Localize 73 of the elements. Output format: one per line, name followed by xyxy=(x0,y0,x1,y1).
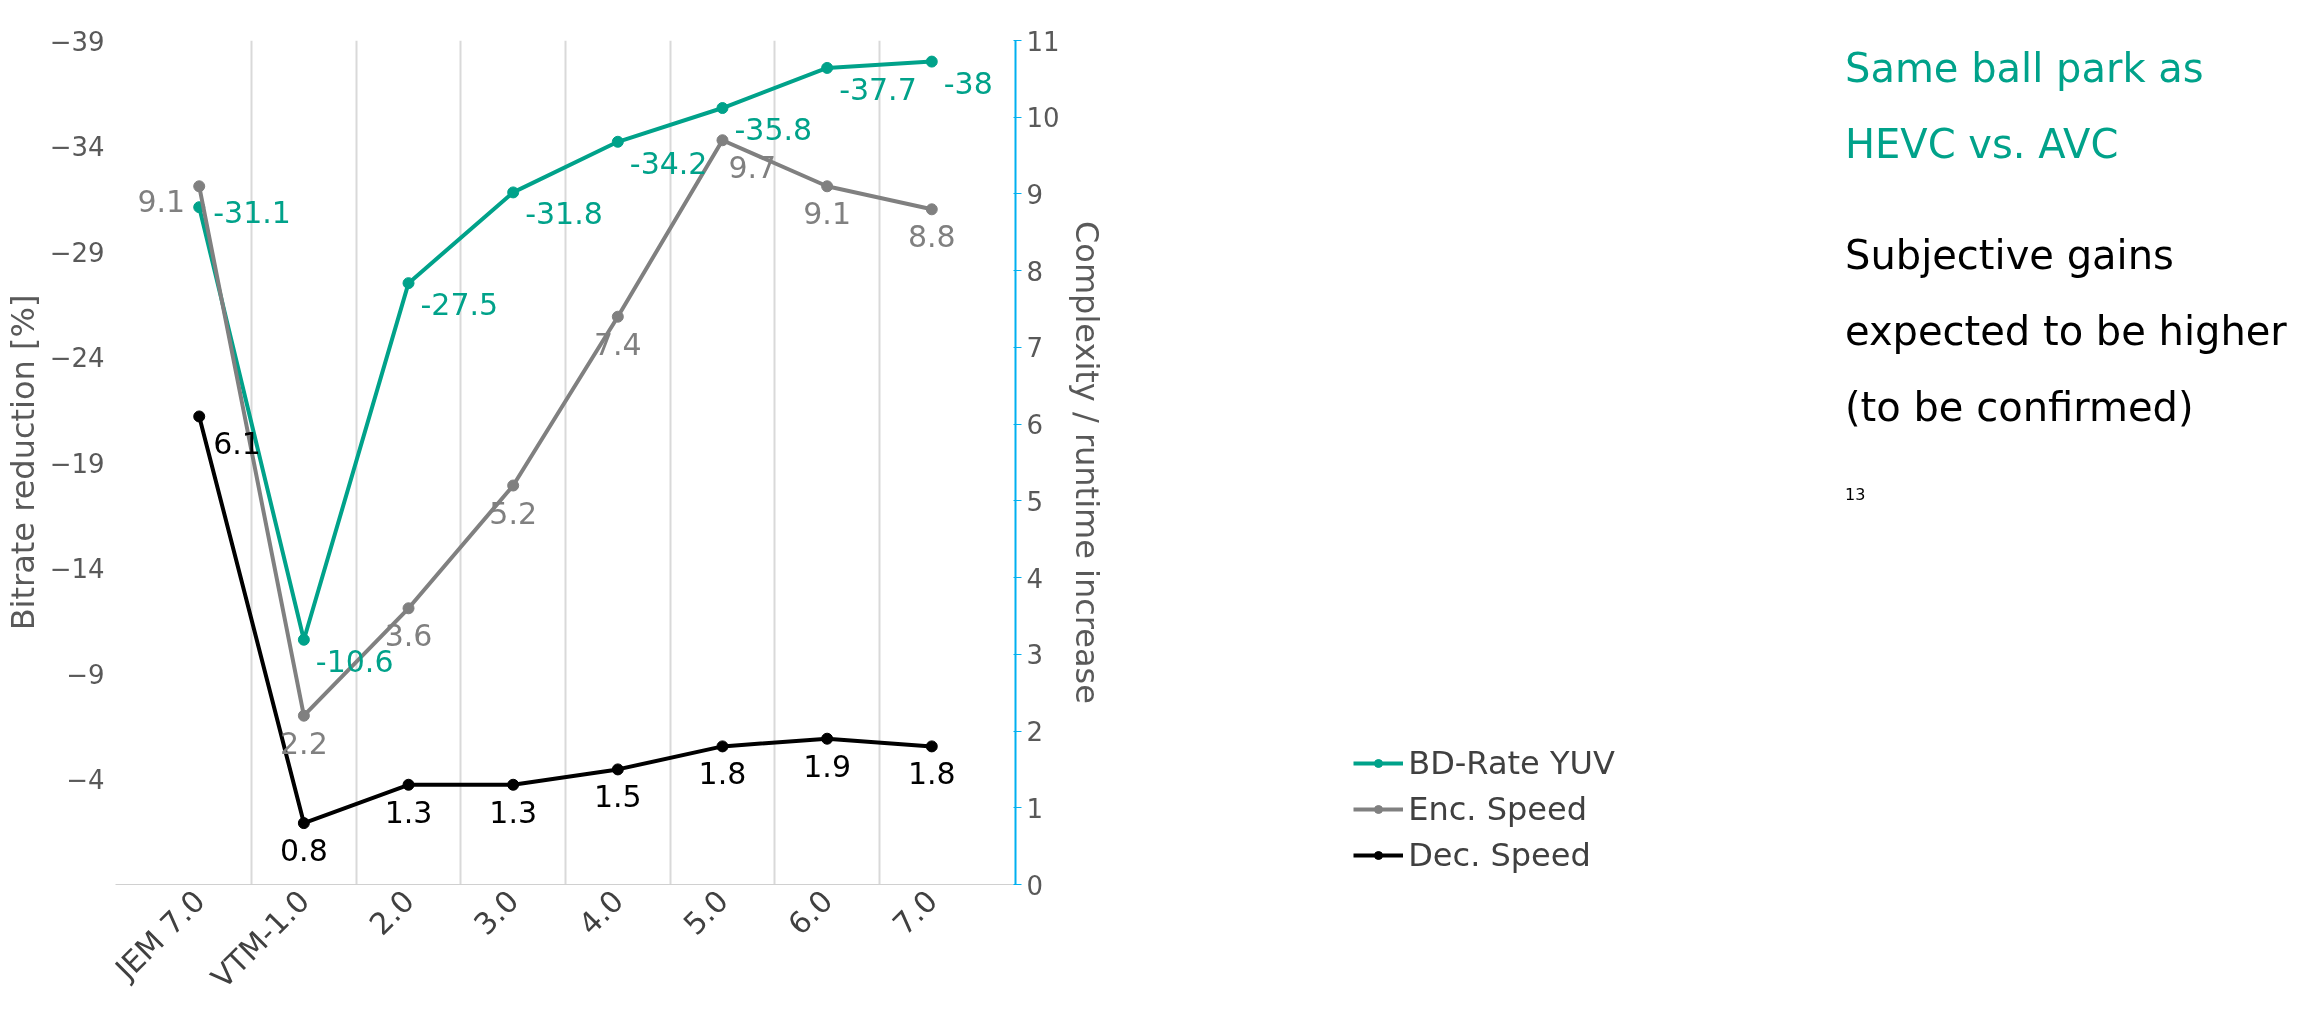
point xyxy=(297,709,310,722)
y2-tick-label: 7 xyxy=(1026,333,1044,364)
point xyxy=(402,602,415,615)
point xyxy=(821,180,834,193)
x-tick-label: 6.0 xyxy=(781,883,840,942)
y-tick-label: −39 xyxy=(49,26,105,57)
y2-tick-label: 6 xyxy=(1026,410,1044,441)
y2-tick-label: 11 xyxy=(1026,26,1060,57)
data-label: 1.3 xyxy=(384,794,433,830)
y-tick-label: −19 xyxy=(49,448,105,479)
y2-tick-label: 8 xyxy=(1026,256,1044,287)
point xyxy=(925,740,938,753)
data-label: -34.2 xyxy=(629,145,708,181)
y-tick-label: −34 xyxy=(49,132,105,162)
y-tick-label: −4 xyxy=(66,765,105,795)
y-axis-title: Bitrate reduction [%] xyxy=(3,294,42,631)
y-tick-label: −14 xyxy=(49,554,105,584)
y-tick-label: −29 xyxy=(49,237,105,268)
data-label: 1.5 xyxy=(593,779,642,815)
y2-axis-title: Complexity / runtime increase xyxy=(1067,221,1106,704)
data-label: 1.8 xyxy=(698,756,747,792)
point xyxy=(193,410,206,423)
point xyxy=(611,310,624,323)
y-tick-label: −24 xyxy=(49,343,105,373)
text: Subjective gains expected to be higher (to be confirmed) xyxy=(1845,231,2288,432)
y2-tick-label: 1 xyxy=(1026,793,1044,824)
point xyxy=(402,778,415,791)
data-label: 9.1 xyxy=(803,196,851,232)
x-tick-label: 5.0 xyxy=(676,883,735,942)
data-label: -27.5 xyxy=(420,287,499,323)
x-tick-label: 3.0 xyxy=(467,883,526,942)
point xyxy=(716,102,729,115)
legend-label: Dec. Speed xyxy=(1408,836,1591,874)
y2-tick-label: 3 xyxy=(1026,640,1044,671)
data-label: 0.8 xyxy=(280,833,328,869)
data-label: 1.3 xyxy=(489,794,538,830)
y2-tick-label: 0 xyxy=(1026,870,1044,901)
text: 13 xyxy=(1845,484,1866,506)
y-tick-label: −9 xyxy=(66,659,105,690)
point xyxy=(507,778,520,791)
legend-label: BD-Rate YUV xyxy=(1408,744,1615,782)
y2-tick-label: 4 xyxy=(1026,563,1044,594)
point xyxy=(611,135,624,148)
y2-tick-label: 2 xyxy=(1026,717,1044,748)
point xyxy=(402,277,415,290)
point xyxy=(821,61,834,74)
point xyxy=(507,479,520,492)
text: Same ball park as HEVC vs. AVC xyxy=(1845,44,2205,169)
data-label: 9.1 xyxy=(137,184,186,220)
data-label: -31.1 xyxy=(213,195,291,231)
x-tick-label: 7.0 xyxy=(885,883,945,942)
data-label: 1.8 xyxy=(907,756,956,792)
legend-label: Enc. Speed xyxy=(1408,790,1587,828)
y2-tick-label: 5 xyxy=(1026,486,1044,517)
data-label: -35.8 xyxy=(734,112,813,148)
x-tick-label: 4.0 xyxy=(571,883,631,942)
point xyxy=(925,55,938,68)
data-label: 1.9 xyxy=(803,748,851,784)
point xyxy=(716,134,729,147)
data-label: -37.7 xyxy=(839,71,917,107)
point xyxy=(507,186,520,199)
y2-tick-label: 10 xyxy=(1026,103,1060,134)
x-tick-label: 2.0 xyxy=(362,883,421,942)
point xyxy=(821,732,834,745)
point xyxy=(193,180,206,193)
point xyxy=(611,763,624,776)
point xyxy=(297,817,310,830)
data-label: -38 xyxy=(943,65,993,101)
data-label: -31.8 xyxy=(525,196,603,232)
point xyxy=(925,203,938,216)
point xyxy=(716,740,729,753)
data-label: 8.8 xyxy=(907,219,956,255)
y2-tick-label: 9 xyxy=(1026,179,1044,210)
